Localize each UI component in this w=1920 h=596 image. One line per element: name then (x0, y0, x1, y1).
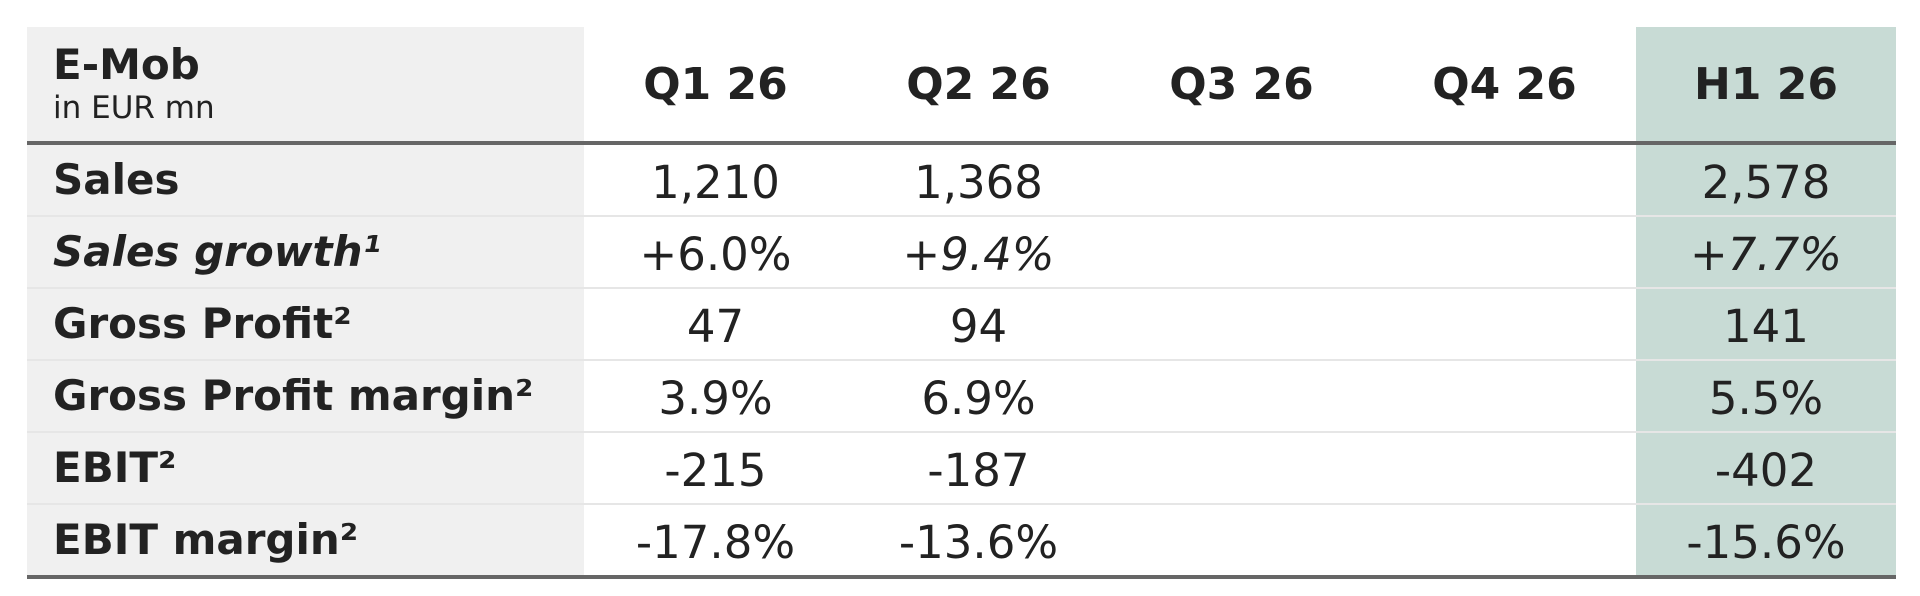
column-header-q1: Q1 26 (643, 58, 788, 110)
cell-q1: +6.0% (639, 227, 792, 281)
cell-q4 (1373, 505, 1636, 575)
table-header-row: E-Mob in EUR mn Q1 26 Q2 26 Q3 26 Q4 26 … (27, 27, 1896, 145)
cell-h1: -15.6% (1636, 505, 1896, 575)
table-row: Sales 1,210 1,368 2,578 (27, 145, 1896, 217)
emob-financial-table: E-Mob in EUR mn Q1 26 Q2 26 Q3 26 Q4 26 … (27, 27, 1896, 579)
cell-q4 (1373, 217, 1636, 287)
column-header-q3: Q3 26 (1169, 58, 1314, 110)
table-row: EBIT margin² -17.8% -13.6% -15.6% (27, 505, 1896, 579)
cell-q4 (1373, 289, 1636, 359)
table-corner-cell: E-Mob in EUR mn (27, 27, 584, 141)
table-row: Gross Profit² 47 94 141 (27, 289, 1896, 361)
column-header-q2: Q2 26 (906, 58, 1051, 110)
cell-h1: 2,578 (1636, 145, 1896, 215)
cell-h1: 5.5% (1636, 361, 1896, 431)
row-label: Sales growth¹ (53, 227, 381, 276)
cell-q4 (1373, 433, 1636, 503)
row-label: Gross Profit² (53, 299, 352, 348)
table-unit: in EUR mn (53, 90, 215, 126)
row-label: Sales (53, 155, 180, 204)
cell-q1: -17.8% (635, 515, 796, 569)
cell-q3 (1110, 289, 1373, 359)
table-row: Sales growth¹ +6.0% +9.4% +7.7% (27, 217, 1896, 289)
cell-h1: 141 (1636, 289, 1896, 359)
table-row: EBIT² -215 -187 -402 (27, 433, 1896, 505)
table-title: E-Mob (53, 40, 200, 89)
cell-q2: -187 (927, 443, 1030, 497)
cell-h1: +7.7% (1636, 217, 1896, 287)
cell-q2: -13.6% (898, 515, 1059, 569)
column-header-q4: Q4 26 (1432, 58, 1577, 110)
cell-q4 (1373, 145, 1636, 215)
cell-q1: -215 (664, 443, 767, 497)
cell-q3 (1110, 361, 1373, 431)
cell-q1: 47 (686, 299, 745, 353)
cell-q2: 1,368 (914, 155, 1043, 209)
cell-q2: 6.9% (921, 371, 1036, 425)
column-header-h1: H1 26 (1636, 27, 1896, 141)
cell-q3 (1110, 217, 1373, 287)
row-label: EBIT² (53, 443, 177, 492)
cell-q3 (1110, 505, 1373, 575)
cell-q1: 3.9% (658, 371, 773, 425)
row-label: Gross Profit margin² (53, 371, 534, 420)
cell-q2: +9.4% (902, 227, 1055, 281)
cell-q2: 94 (949, 299, 1008, 353)
cell-q1: 1,210 (651, 155, 780, 209)
row-label: EBIT margin² (53, 515, 359, 564)
cell-h1: -402 (1636, 433, 1896, 503)
cell-q3 (1110, 145, 1373, 215)
table-row: Gross Profit margin² 3.9% 6.9% 5.5% (27, 361, 1896, 433)
cell-q3 (1110, 433, 1373, 503)
cell-q4 (1373, 361, 1636, 431)
